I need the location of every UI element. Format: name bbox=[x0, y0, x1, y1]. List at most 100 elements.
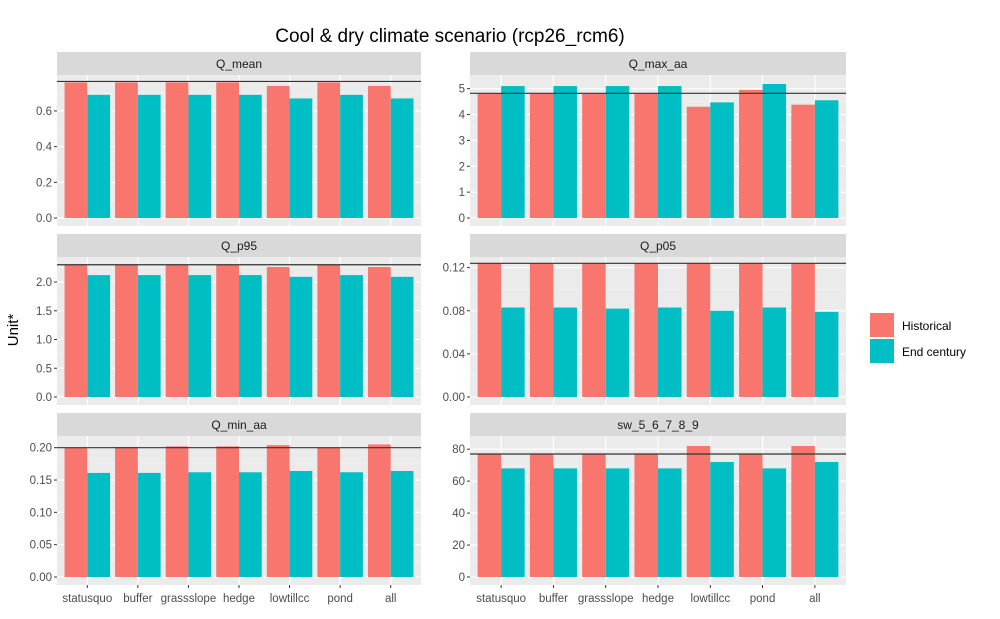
facet-strip-label: Q_min_aa bbox=[211, 418, 267, 432]
bar-historical-grassslope bbox=[165, 264, 189, 397]
bar-historical-hedge bbox=[216, 264, 239, 397]
facet-strip bbox=[57, 413, 421, 436]
y-tick-label: 0.15 bbox=[30, 475, 52, 487]
bar-end-century-grassslope bbox=[188, 94, 212, 218]
bar-end-century-statusquo bbox=[87, 472, 111, 577]
bar-historical-all bbox=[367, 444, 391, 577]
y-tick-label: 0.0 bbox=[36, 213, 52, 225]
bar-end-century-grassslope bbox=[605, 468, 630, 577]
bar-end-century-all bbox=[390, 98, 414, 218]
bar-end-century-grassslope bbox=[605, 86, 630, 218]
bar-historical-statusquo bbox=[477, 263, 502, 397]
bar-end-century-hedge bbox=[239, 94, 262, 218]
bar-end-century-lowtillcc bbox=[710, 310, 734, 397]
bar-historical-buffer bbox=[115, 447, 138, 577]
bar-historical-hedge bbox=[634, 93, 658, 218]
bar-end-century-all bbox=[390, 276, 414, 397]
y-tick-label: 1.5 bbox=[36, 306, 52, 318]
bar-end-century-statusquo bbox=[501, 307, 525, 397]
bar-end-century-pond bbox=[762, 83, 787, 218]
bar-end-century-lowtillcc bbox=[710, 461, 734, 577]
y-tick-label: 0.0 bbox=[36, 392, 52, 404]
y-tick-label: 2 bbox=[459, 161, 465, 173]
bar-historical-all bbox=[791, 104, 815, 218]
y-tick-label: 5 bbox=[459, 84, 465, 96]
bar-end-century-buffer bbox=[137, 94, 161, 218]
bar-end-century-all bbox=[814, 100, 839, 218]
bar-historical-grassslope bbox=[165, 82, 189, 218]
facet-strip bbox=[57, 234, 421, 257]
bar-historical-buffer bbox=[529, 453, 554, 577]
panel-q-mean: Q_mean 0.0 0.2 0.4 0.6 bbox=[36, 52, 421, 226]
bar-end-century-lowtillcc bbox=[710, 102, 734, 218]
facet-strip-label: Q_mean bbox=[216, 57, 262, 71]
x-tick-label: pond bbox=[327, 593, 353, 605]
bar-historical-lowtillcc bbox=[686, 263, 711, 397]
bar-historical-lowtillcc bbox=[686, 445, 711, 577]
bar-historical-buffer bbox=[529, 263, 554, 397]
chart-title: Cool & dry climate scenario (rcp26_rcm6) bbox=[275, 26, 625, 47]
bar-end-century-lowtillcc bbox=[289, 470, 313, 577]
bar-end-century-lowtillcc bbox=[289, 276, 313, 397]
x-tick-label: buffer bbox=[123, 593, 152, 605]
x-tick-label: lowtillcc bbox=[270, 593, 310, 605]
y-tick-label: 0.2 bbox=[36, 177, 52, 189]
bar-end-century-grassslope bbox=[188, 472, 212, 577]
facet-strip bbox=[470, 413, 846, 436]
bar-end-century-all bbox=[390, 470, 414, 577]
panel-q-p05: Q_p05 0.00 0.04 0.08 0.12 bbox=[443, 234, 846, 405]
bar-historical-lowtillcc bbox=[686, 106, 711, 218]
legend-label-end-century: End century bbox=[902, 345, 966, 359]
y-tick-label: 0.12 bbox=[443, 263, 465, 275]
legend-swatch-historical bbox=[870, 313, 894, 337]
bar-end-century-hedge bbox=[239, 472, 262, 577]
bar-historical-hedge bbox=[634, 263, 658, 397]
panel-sw-5-6-7-8-9: sw_5_6_7_8_9 0 20 40 60 80 statusquo buffer gras… bbox=[452, 413, 846, 605]
bar-end-century-statusquo bbox=[87, 275, 111, 397]
y-tick-label: 0.08 bbox=[443, 306, 465, 318]
bar-historical-pond bbox=[317, 264, 341, 397]
y-tick-label: 4 bbox=[459, 110, 466, 122]
x-tick-label: statusquo bbox=[62, 593, 112, 605]
bar-end-century-grassslope bbox=[605, 308, 630, 397]
panel-q-min-aa: Q_min_aa 0.00 0.05 0.10 0.15 0.20 statusquo buf… bbox=[30, 413, 421, 605]
y-tick-label: 60 bbox=[452, 476, 465, 488]
bar-end-century-statusquo bbox=[501, 86, 525, 218]
bar-historical-all bbox=[791, 445, 815, 577]
bar-historical-statusquo bbox=[64, 82, 88, 218]
bar-historical-pond bbox=[739, 89, 763, 218]
y-tick-label: 0.00 bbox=[30, 572, 52, 584]
bar-end-century-buffer bbox=[553, 468, 577, 577]
bar-historical-lowtillcc bbox=[266, 267, 290, 397]
legend: Historical End century bbox=[870, 313, 966, 363]
bar-historical-grassslope bbox=[582, 263, 606, 397]
bar-end-century-grassslope bbox=[188, 275, 212, 397]
x-tick-label: grassslope bbox=[161, 593, 217, 605]
y-tick-label: 0.5 bbox=[36, 363, 52, 375]
x-tick-label: grassslope bbox=[578, 593, 634, 605]
bar-historical-lowtillcc bbox=[266, 85, 290, 219]
y-tick-label: 0.00 bbox=[443, 392, 465, 404]
bar-historical-all bbox=[367, 267, 391, 397]
y-tick-label: 0 bbox=[459, 572, 465, 584]
y-tick-label: 0.10 bbox=[30, 507, 52, 519]
bar-historical-pond bbox=[317, 447, 341, 577]
bar-historical-lowtillcc bbox=[266, 445, 290, 577]
bar-end-century-hedge bbox=[239, 275, 262, 397]
bar-end-century-pond bbox=[340, 94, 363, 218]
bar-historical-statusquo bbox=[477, 453, 502, 577]
bar-end-century-pond bbox=[762, 307, 787, 397]
bar-historical-statusquo bbox=[64, 447, 88, 577]
bar-historical-hedge bbox=[216, 446, 239, 577]
bar-end-century-buffer bbox=[553, 86, 577, 218]
y-tick-label: 0.04 bbox=[443, 349, 466, 361]
y-tick-label: 20 bbox=[452, 540, 465, 552]
bar-historical-buffer bbox=[529, 93, 554, 218]
bar-end-century-buffer bbox=[137, 275, 161, 397]
bar-end-century-statusquo bbox=[87, 94, 111, 218]
y-tick-label: 0.4 bbox=[36, 142, 53, 154]
x-tick-label: all bbox=[809, 593, 821, 605]
bar-historical-statusquo bbox=[64, 264, 88, 397]
bar-end-century-pond bbox=[762, 468, 787, 577]
